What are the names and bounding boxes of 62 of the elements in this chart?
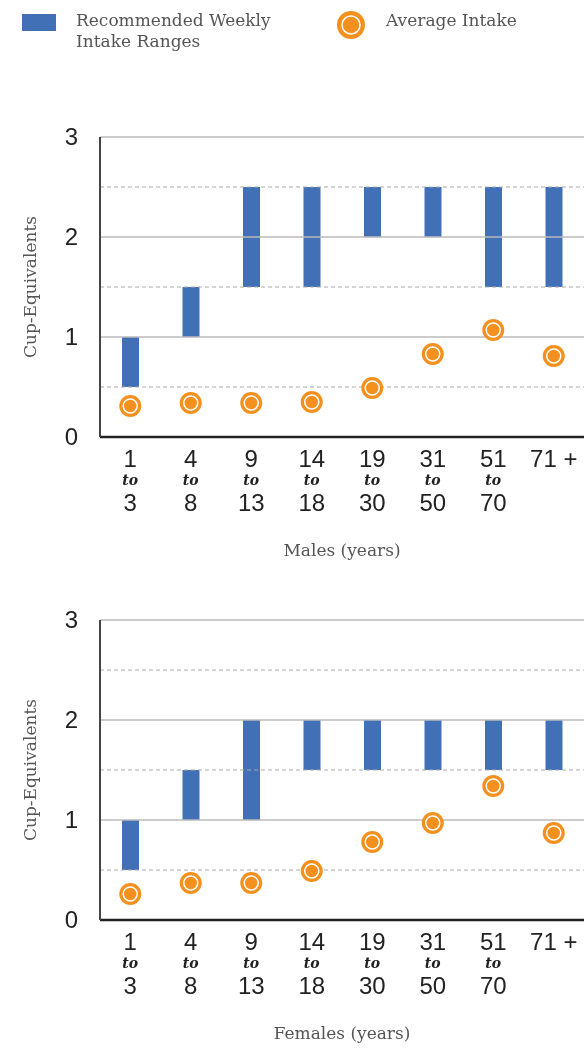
bar xyxy=(243,720,260,820)
bar xyxy=(182,287,200,337)
x-tick-label: 1 to 3 xyxy=(122,445,139,516)
x-tick-label: 31 to 50 xyxy=(419,928,447,999)
x-tick-label: 9 to 13 xyxy=(237,928,265,999)
bar xyxy=(122,820,139,870)
bar xyxy=(364,187,381,237)
bar xyxy=(303,720,321,770)
point xyxy=(240,872,263,894)
x-tick-label: 14 to 18 xyxy=(298,445,326,516)
point xyxy=(119,395,142,417)
point xyxy=(300,391,323,413)
point xyxy=(542,822,565,844)
y-tick-label: 2 xyxy=(64,706,78,733)
y-tick-label: 3 xyxy=(64,606,78,633)
point xyxy=(421,343,444,365)
bar xyxy=(243,187,260,287)
point xyxy=(542,345,565,367)
x-tick-label: 51 to 70 xyxy=(479,928,507,999)
point xyxy=(482,319,505,341)
point xyxy=(179,392,202,414)
x-tick-label: 71 + xyxy=(530,928,578,955)
x-tick-label: 31 to 50 xyxy=(419,445,447,516)
point xyxy=(482,775,505,797)
x-tick-label: 19 to 30 xyxy=(358,928,386,999)
bar xyxy=(424,187,442,237)
legend-label: Average Intake xyxy=(386,10,518,31)
x-axis-title: Males (years) xyxy=(283,540,401,560)
x-tick-label: 4 to 8 xyxy=(182,445,199,516)
bar xyxy=(424,720,442,770)
x-tick-label: 19 to 30 xyxy=(358,445,386,516)
x-tick-label: 71 + xyxy=(530,445,578,472)
y-tick-label: 1 xyxy=(64,323,78,350)
x-tick-label: 1 to 3 xyxy=(122,928,139,999)
y-tick-label: 1 xyxy=(64,806,78,833)
y-tick-label: 0 xyxy=(64,423,78,450)
point xyxy=(119,883,142,905)
point xyxy=(300,860,323,882)
point xyxy=(240,392,263,414)
x-tick-label: 51 to 70 xyxy=(479,445,507,516)
x-tick-label: 9 to 13 xyxy=(237,445,265,516)
point xyxy=(361,831,384,853)
bar xyxy=(122,337,139,387)
bar xyxy=(303,187,321,287)
bar xyxy=(545,720,563,770)
bar xyxy=(364,720,381,770)
point xyxy=(361,377,384,399)
point xyxy=(179,872,202,894)
y-axis-title: Cup-Equivalents xyxy=(20,698,40,842)
point xyxy=(421,812,444,834)
y-axis-title: Cup-Equivalents xyxy=(20,215,40,359)
bar xyxy=(485,187,502,287)
x-axis-title: Females (years) xyxy=(273,1023,411,1043)
legend-label: Recommended Weekly Intake Ranges xyxy=(76,10,272,52)
x-tick-label: 4 to 8 xyxy=(182,928,199,999)
x-tick-label: 14 to 18 xyxy=(298,928,326,999)
y-tick-label: 3 xyxy=(64,123,78,150)
y-tick-label: 2 xyxy=(64,223,78,250)
y-tick-label: 0 xyxy=(64,906,78,933)
bar xyxy=(182,770,200,820)
bar xyxy=(485,720,502,770)
bar xyxy=(545,187,563,287)
